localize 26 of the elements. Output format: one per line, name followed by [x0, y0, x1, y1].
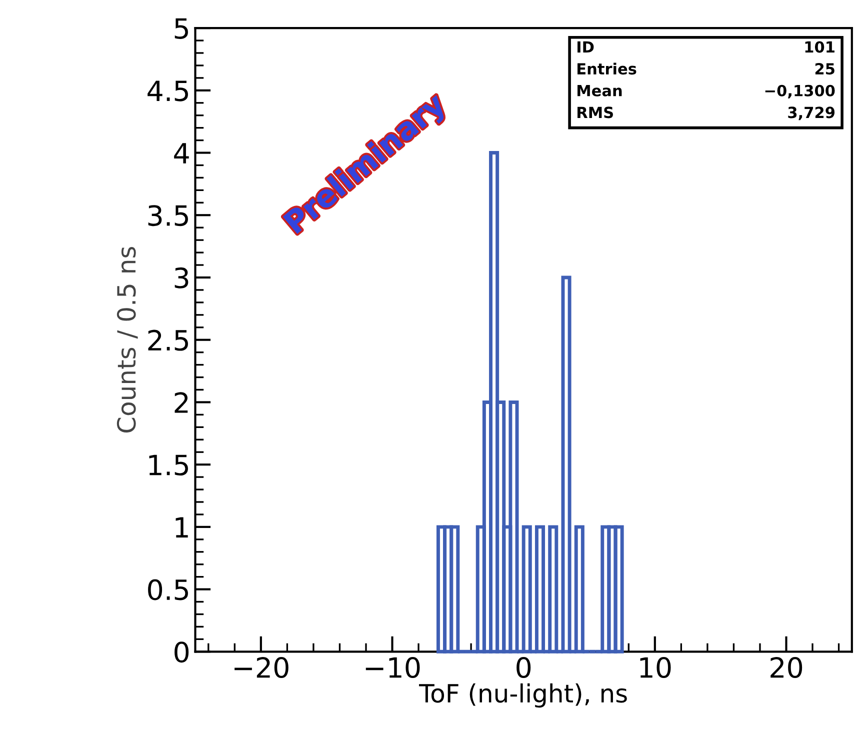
y-tick-label: 2: [174, 392, 188, 413]
x-tick-label: 20: [770, 657, 802, 678]
annotation: Entries: [578, 62, 636, 75]
x-tick-label: 0: [516, 657, 531, 678]
x-tick-label: −10: [366, 657, 420, 678]
y-tick-label: 1.5: [149, 454, 188, 476]
x-tick-label: −20: [234, 657, 288, 678]
annotation: ID: [578, 41, 594, 53]
annotation: Mean: [578, 85, 622, 96]
x-axis-title: ToF (nu-light), ns: [419, 683, 627, 708]
annotation: 3,729: [788, 106, 835, 120]
y-axis-title: Counts / 0.5 ns: [116, 246, 138, 433]
y-tick-label: 0.5: [148, 579, 188, 600]
y-tick-label: 4: [174, 143, 189, 164]
annotation: 25: [815, 63, 834, 75]
annotation: −0,1300: [765, 84, 835, 98]
y-tick-label: 4.5: [148, 80, 188, 102]
annotation: RMS: [578, 106, 613, 118]
y-tick-label: 3: [174, 267, 188, 288]
y-tick-label: 0: [174, 642, 189, 663]
y-tick-label: 1: [176, 517, 188, 538]
annotation: 101: [805, 41, 834, 53]
y-tick-label: 3.5: [148, 205, 188, 226]
y-tick-label: 5: [174, 18, 188, 39]
x-tick-label: 10: [640, 657, 671, 678]
y-tick-label: 2.5: [148, 330, 188, 351]
